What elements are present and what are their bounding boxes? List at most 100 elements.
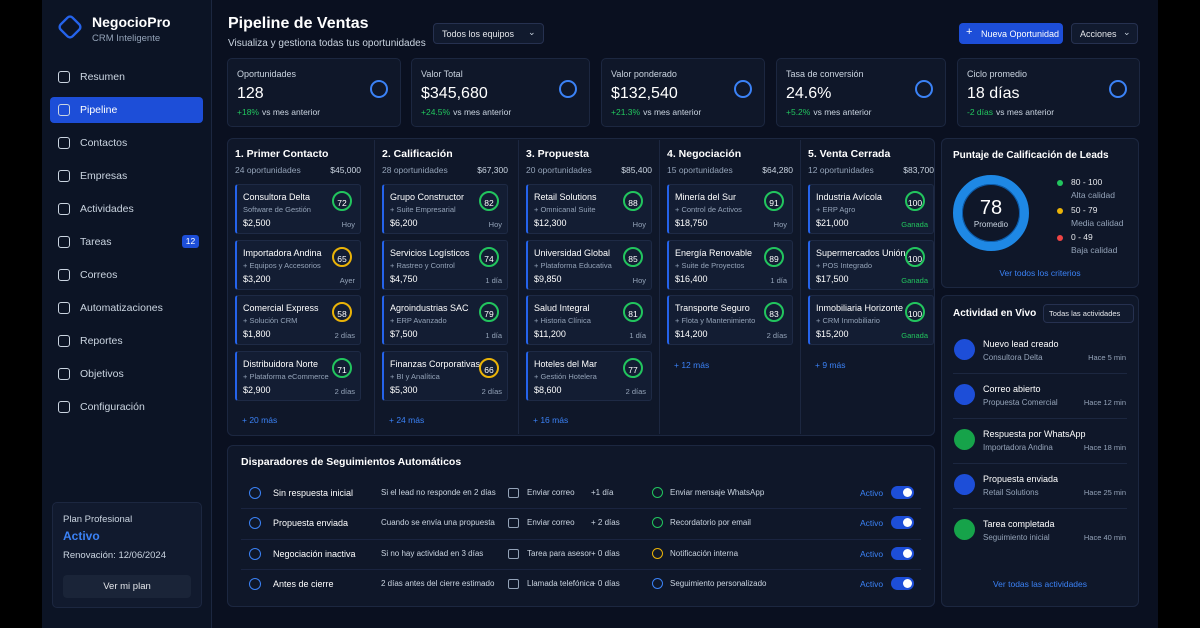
nav-item[interactable] xyxy=(50,229,203,255)
deal-product: + Control de Activos xyxy=(675,205,742,214)
kpi-value: $132,540 xyxy=(611,85,678,102)
nav-item[interactable] xyxy=(50,361,203,387)
column-title: 4. Negociación xyxy=(667,148,742,160)
deal-company: Distribuidora Norte xyxy=(243,358,319,369)
column-total: $83,700 xyxy=(903,165,934,175)
deal-product: + POS Integrado xyxy=(816,260,873,270)
trigger-icon xyxy=(249,487,261,499)
deal-company: Inmobiliaria Horizonte xyxy=(816,303,904,313)
kpi-label: Ciclo promedio xyxy=(967,69,1028,79)
kpi-delta: +5.2% xyxy=(786,107,811,117)
score-ring xyxy=(953,175,1029,251)
kpi-change: +21.3% vs mes anterior xyxy=(611,107,701,117)
column-title: 3. Propuesta xyxy=(526,148,590,160)
deal-amount: $15,200 xyxy=(816,329,849,339)
nav-icon xyxy=(58,137,70,149)
activity-item-subtitle: Seguimiento inicial xyxy=(983,533,1050,542)
kpi-value: 24.6% xyxy=(786,85,832,102)
activity-item-title: Propuesta enviada xyxy=(983,474,1059,484)
deal-product: Software de Gestión xyxy=(243,205,311,214)
trigger-condition: Cuando se envía una propuesta xyxy=(381,518,495,528)
trigger-followup: Enviar mensaje WhatsApp xyxy=(670,488,765,497)
deal-time: Hoy xyxy=(773,220,787,229)
kpi-icon xyxy=(734,80,752,98)
legend-dot xyxy=(1057,207,1063,214)
deal-amount: $14,200 xyxy=(675,329,708,339)
kpi-label: Valor Total xyxy=(421,69,463,79)
nav-icon xyxy=(58,302,70,314)
primary-button[interactable] xyxy=(959,23,1063,44)
more-link[interactable]: + 16 más xyxy=(533,415,569,425)
kpi-value: $345,680 xyxy=(421,85,488,102)
plan-button[interactable]: Ver mi plan xyxy=(63,575,191,598)
kpi-label: Oportunidades xyxy=(237,69,297,79)
deal-time: 1 día xyxy=(770,275,787,285)
legend-dot xyxy=(1057,180,1063,186)
actions-label: Acciones xyxy=(1080,29,1117,39)
criteria-link[interactable]: Ver todos los criterios xyxy=(999,268,1081,278)
trigger-name: Negociación inactiva xyxy=(273,548,356,559)
column-divider xyxy=(659,140,660,434)
activity-filter-label: Todas las actividades xyxy=(1049,309,1121,318)
activity-filter[interactable] xyxy=(1043,304,1134,323)
nav-item[interactable] xyxy=(50,262,203,288)
team-filter[interactable] xyxy=(433,23,544,44)
deal-company: Hoteles del Mar xyxy=(534,358,598,369)
deal-company: Importadora Andina xyxy=(243,247,322,258)
deal-score: 83 xyxy=(764,302,784,322)
page-title: Pipeline de Ventas xyxy=(228,15,369,32)
trigger-delay: +1 día xyxy=(591,488,614,497)
kpi-note: vs mes anterior xyxy=(453,107,512,117)
legend-range: 0 - 49 xyxy=(1071,232,1093,242)
deal-product: + CRM Inmobiliario xyxy=(816,316,880,325)
deal-time: 2 días xyxy=(766,331,787,340)
nav-item[interactable] xyxy=(50,328,203,354)
deal-amount: $8,600 xyxy=(534,384,562,395)
legend-range: 80 - 100 xyxy=(1071,177,1103,187)
column-title: 5. Venta Cerrada xyxy=(808,148,891,160)
trigger-divider xyxy=(241,568,921,570)
deal-product: + Omnicanal Suite xyxy=(534,205,596,214)
activity-divider xyxy=(953,418,1127,419)
nav-icon xyxy=(58,236,70,248)
column-count: 28 oportunidades xyxy=(382,165,448,175)
nav-item[interactable] xyxy=(50,97,203,123)
deal-product: + Suite de Proyectos xyxy=(675,260,745,270)
deal-company: Finanzas Corporativas xyxy=(390,358,481,369)
trigger-status: Activo xyxy=(860,518,884,529)
deal-score: 100 xyxy=(905,191,925,211)
activity-link[interactable]: Ver todas las actividades xyxy=(992,579,1088,589)
score-title: Puntaje de Calificación de Leads xyxy=(953,150,1109,161)
trigger-icon xyxy=(249,577,261,590)
deal-amount: $21,000 xyxy=(816,218,849,228)
action-icon xyxy=(508,548,519,559)
nav-icon xyxy=(58,335,70,347)
action-icon xyxy=(508,578,519,589)
deal-score: 85 xyxy=(623,246,643,267)
activity-title: Actividad en Vivo xyxy=(953,308,1037,319)
deal-score: 100 xyxy=(905,302,925,322)
nav-label: Resumen xyxy=(80,71,125,83)
more-link[interactable]: + 9 más xyxy=(815,359,846,370)
column-count: 12 oportunidades xyxy=(808,165,874,175)
nav-item[interactable] xyxy=(50,64,203,90)
kpi-value: 128 xyxy=(237,85,264,102)
deal-score: 79 xyxy=(479,302,499,322)
actions-button[interactable] xyxy=(1071,23,1138,44)
more-link[interactable]: + 20 más xyxy=(242,415,278,425)
nav-icon xyxy=(58,401,70,413)
trigger-condition: Si no hay actividad en 3 días xyxy=(381,548,484,558)
more-link[interactable]: + 12 más xyxy=(674,359,710,370)
trigger-condition: Si el lead no responde en 2 días xyxy=(381,488,496,497)
deal-amount: $3,200 xyxy=(243,273,271,284)
more-link[interactable]: + 24 más xyxy=(389,415,425,425)
deal-company: Transporte Seguro xyxy=(675,303,750,313)
deal-time: 1 día xyxy=(485,331,502,340)
trigger-name: Sin respuesta inicial xyxy=(273,488,354,498)
deal-time: Hoy xyxy=(341,220,355,229)
deal-product: + BI y Analítica xyxy=(390,371,440,381)
trigger-status: Activo xyxy=(860,488,884,498)
deal-company: Supermercados Unión xyxy=(816,247,906,258)
kpi-icon xyxy=(915,80,933,98)
